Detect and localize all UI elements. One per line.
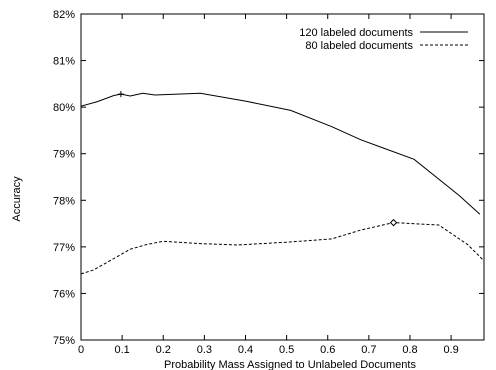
y-tick-label: 78% (53, 195, 75, 207)
plot-series (80, 91, 485, 275)
series-line-1 (80, 222, 485, 275)
x-tick-label: 0.5 (279, 344, 294, 356)
x-tick-label: 0.7 (361, 344, 376, 356)
y-tick-label: 79% (53, 149, 75, 161)
y-tick-label: 77% (53, 242, 75, 254)
axes: 0 0.1 0.2 0.3 0.4 0.5 0.6 0.7 0.8 0.9 75% 76% 77% 78%… (53, 9, 485, 356)
x-tick-label: 0 (78, 344, 84, 356)
x-tick-label: 0.9 (443, 344, 458, 356)
y-tick-label: 80% (53, 102, 75, 114)
x-tick-label: 0.3 (197, 344, 212, 356)
x-tick-label: 0.2 (156, 344, 171, 356)
series-line-0 (80, 92, 481, 215)
legend-label-0: 120 labeled documents (299, 27, 413, 39)
y-tick-label: 82% (53, 9, 75, 21)
y-tick-label: 76% (53, 288, 75, 300)
y-axis-label: Accuracy (11, 176, 23, 222)
series-marker-plus (117, 91, 124, 98)
x-tick-label: 0.8 (402, 344, 417, 356)
x-axis-label: Probability Mass Assigned to Unlabeled D… (164, 359, 416, 370)
y-tick-label: 75% (53, 335, 75, 347)
series-marker-diamond (389, 218, 398, 227)
legend-label-1: 80 labeled documents (305, 40, 413, 52)
x-tick-label: 0.6 (320, 344, 335, 356)
y-tick-label: 81% (53, 56, 75, 68)
x-tick-label: 0.4 (238, 344, 253, 356)
plot-frame (80, 13, 485, 341)
x-tick-label: 0.1 (114, 344, 129, 356)
